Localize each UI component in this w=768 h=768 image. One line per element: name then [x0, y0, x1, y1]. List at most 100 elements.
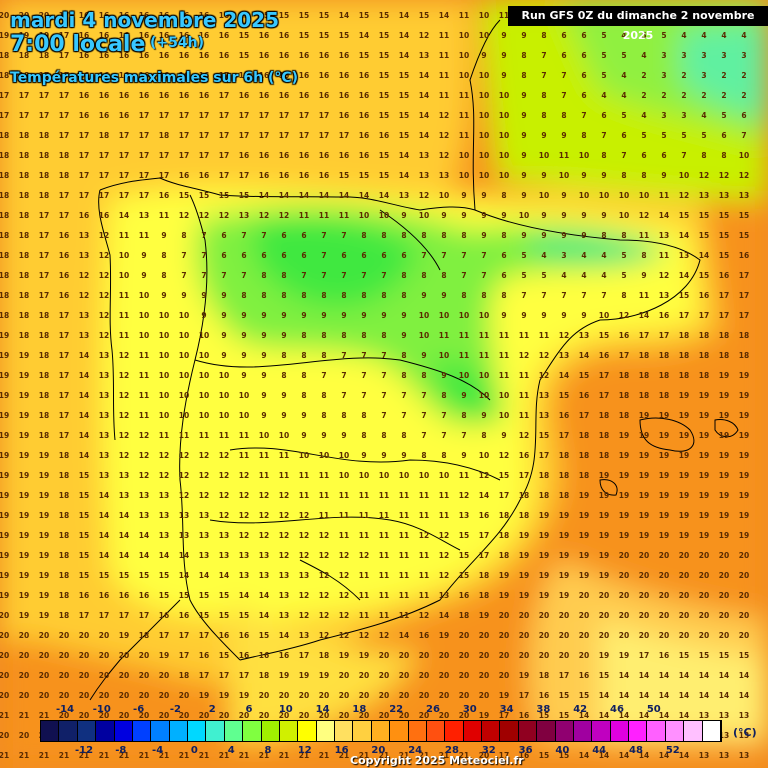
temperature-value: 19: [539, 551, 549, 560]
temperature-value: 17: [739, 271, 749, 280]
temperature-value: 16: [179, 51, 189, 60]
temperature-value: 12: [279, 491, 289, 500]
temperature-value: 9: [201, 311, 206, 320]
temperature-value: 11: [519, 371, 529, 380]
temperature-value: 21: [59, 751, 69, 760]
temperature-value: 12: [259, 511, 269, 520]
temperature-value: 17: [59, 411, 69, 420]
temperature-value: 10: [219, 371, 229, 380]
temperature-value: 8: [701, 151, 706, 160]
temperature-value: 16: [79, 51, 89, 60]
temperature-value: 11: [419, 571, 429, 580]
temperature-value: 6: [501, 271, 506, 280]
temperature-value: 7: [341, 231, 346, 240]
temperature-value: 19: [39, 511, 49, 520]
temperature-value: 19: [739, 431, 749, 440]
colorbar-tick-label: 6: [245, 704, 253, 715]
temperature-value: 7: [381, 411, 386, 420]
temperature-value: 9: [581, 311, 586, 320]
temperature-value: 20: [119, 651, 129, 660]
temperature-value: 15: [719, 251, 729, 260]
temperature-value: 11: [459, 351, 469, 360]
temperature-value: 17: [139, 171, 149, 180]
temperature-value: 16: [199, 11, 209, 20]
temperature-value: 15: [219, 611, 229, 620]
temperature-value: 10: [139, 291, 149, 300]
temperature-value: 19: [19, 491, 29, 500]
temperature-value: 6: [741, 111, 746, 120]
temperature-value: 7: [461, 431, 466, 440]
temperature-value: 18: [0, 231, 9, 240]
temperature-value: 7: [541, 51, 546, 60]
temperature-value: 14: [119, 211, 129, 220]
temperature-value: 19: [0, 531, 9, 540]
temperature-value: 7: [321, 271, 326, 280]
temperature-value: 20: [619, 611, 629, 620]
temperature-value: 20: [499, 611, 509, 620]
temperature-value: 16: [199, 651, 209, 660]
temperature-value: 15: [699, 651, 709, 660]
temperature-value: 19: [739, 411, 749, 420]
colorbar-swatch: [445, 721, 464, 741]
temperature-value: 19: [719, 391, 729, 400]
temperature-value: 6: [281, 251, 286, 260]
temperature-value: 7: [621, 151, 626, 160]
temperature-value: 20: [199, 711, 209, 720]
temperature-value: 16: [139, 591, 149, 600]
temperature-value: 20: [639, 571, 649, 580]
temperature-value: 12: [219, 211, 229, 220]
temperature-value: 7: [201, 251, 206, 260]
colorbar-swatch: [353, 721, 372, 741]
temperature-value: 10: [499, 131, 509, 140]
temperature-value: 20: [399, 671, 409, 680]
temperature-value: 15: [139, 571, 149, 580]
temperature-value: 18: [659, 391, 669, 400]
temperature-value: 14: [419, 131, 429, 140]
temperature-value: 13: [699, 191, 709, 200]
temperature-value: 16: [659, 651, 669, 660]
colorbar-tick-label: 22: [389, 704, 404, 715]
temperature-value: 12: [239, 471, 249, 480]
temperature-value: 20: [59, 711, 69, 720]
temperature-value: 12: [139, 471, 149, 480]
temperature-value: 21: [359, 751, 369, 760]
temperature-value: 21: [259, 751, 269, 760]
temperature-value: 8: [321, 351, 326, 360]
temperature-value: 20: [739, 611, 749, 620]
temperature-value: 9: [341, 431, 346, 440]
temperature-value: 18: [659, 351, 669, 360]
temperature-value: 9: [381, 451, 386, 460]
temperature-value: 20: [159, 711, 169, 720]
temperature-value: 18: [59, 611, 69, 620]
temperature-value: 20: [659, 551, 669, 560]
temperature-value: 15: [179, 591, 189, 600]
temperature-value: 14: [259, 191, 269, 200]
temperature-value: 19: [699, 491, 709, 500]
temperature-value: 18: [59, 451, 69, 460]
colorbar-swatch: [629, 721, 648, 741]
temperature-value: 19: [439, 631, 449, 640]
temperature-value: 12: [719, 171, 729, 180]
temperature-value: 16: [79, 11, 89, 20]
temperature-value: 12: [139, 431, 149, 440]
temperature-value: 19: [39, 531, 49, 540]
temperature-value: 14: [239, 591, 249, 600]
temperature-value: 16: [119, 71, 129, 80]
temperature-value: 8: [501, 191, 506, 200]
colorbar-tick-label: 14: [315, 704, 330, 715]
temperature-value: 19: [739, 471, 749, 480]
temperature-value: 8: [641, 251, 646, 260]
temperature-value: 16: [339, 51, 349, 60]
temperature-value: 19: [599, 531, 609, 540]
temperature-value: 10: [219, 411, 229, 420]
temperature-value: 16: [259, 151, 269, 160]
temperature-value: 14: [99, 531, 109, 540]
temperature-value: 8: [421, 371, 426, 380]
temperature-value: 15: [699, 231, 709, 240]
temperature-value: 8: [421, 271, 426, 280]
colorbar-ticks-bottom: -12 -8 -4 0 4 8 12 16 20 24 28 32 36 40 44 48 52: [40, 745, 740, 757]
temperature-value: 17: [159, 151, 169, 160]
temperature-value: 17: [279, 131, 289, 140]
temperature-value: 20: [699, 591, 709, 600]
temperature-value: 11: [419, 491, 429, 500]
